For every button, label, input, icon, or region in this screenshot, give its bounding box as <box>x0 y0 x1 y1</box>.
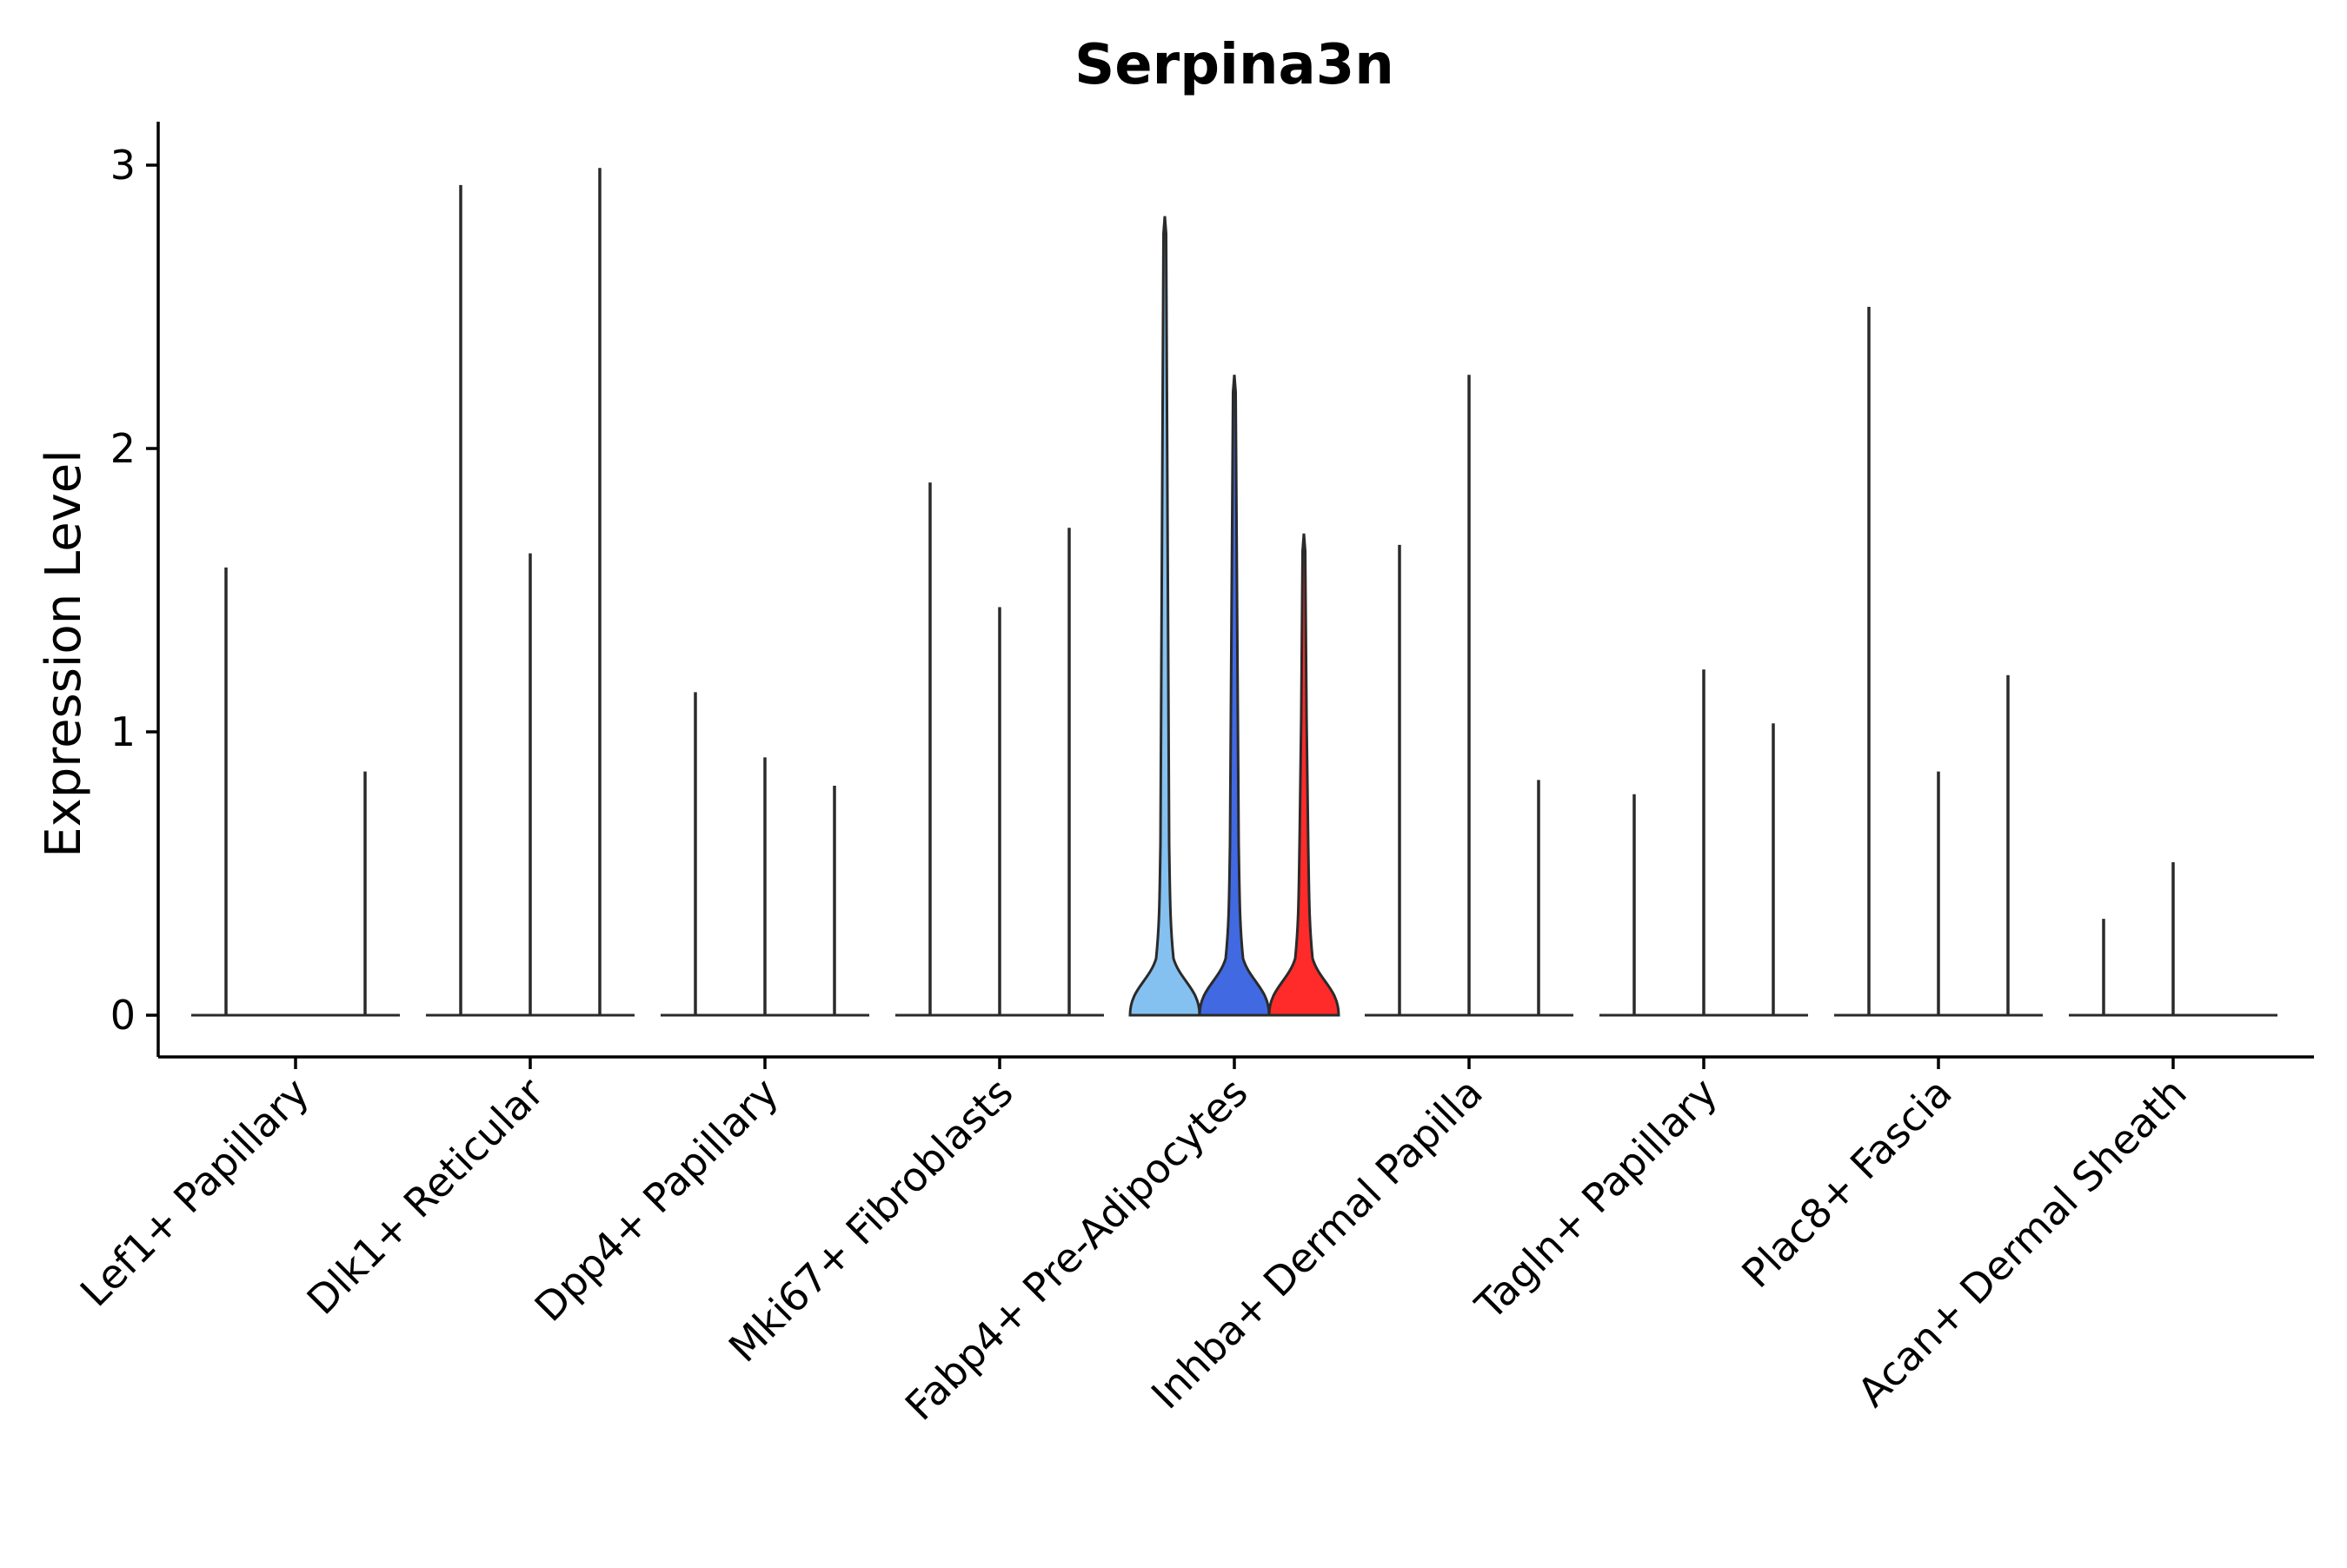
x-tick-label: Dpp4+ Papillary <box>526 1069 788 1331</box>
y-axis-label: Expression Level <box>36 449 92 858</box>
y-tick-label: 0 <box>110 992 136 1039</box>
violin <box>1267 533 1340 1017</box>
x-tick-label: Tagln+ Papillary <box>1466 1069 1726 1330</box>
violins <box>191 168 2277 1017</box>
y-tick-label: 1 <box>110 708 136 755</box>
x-tick-label: Plac8+ Fascia <box>1732 1069 1960 1297</box>
x-tick-label: Lef1+ Papillary <box>71 1069 318 1316</box>
y-tick-label: 3 <box>110 142 136 189</box>
x-tick-label: Dlk1+ Reticular <box>298 1069 553 1324</box>
violin <box>1198 375 1271 1017</box>
violin <box>1128 216 1201 1017</box>
chart-title: Serpina3n <box>1074 33 1394 97</box>
y-tick-label: 2 <box>110 425 136 472</box>
axes: 0 1 2 3 <box>110 122 2314 1069</box>
